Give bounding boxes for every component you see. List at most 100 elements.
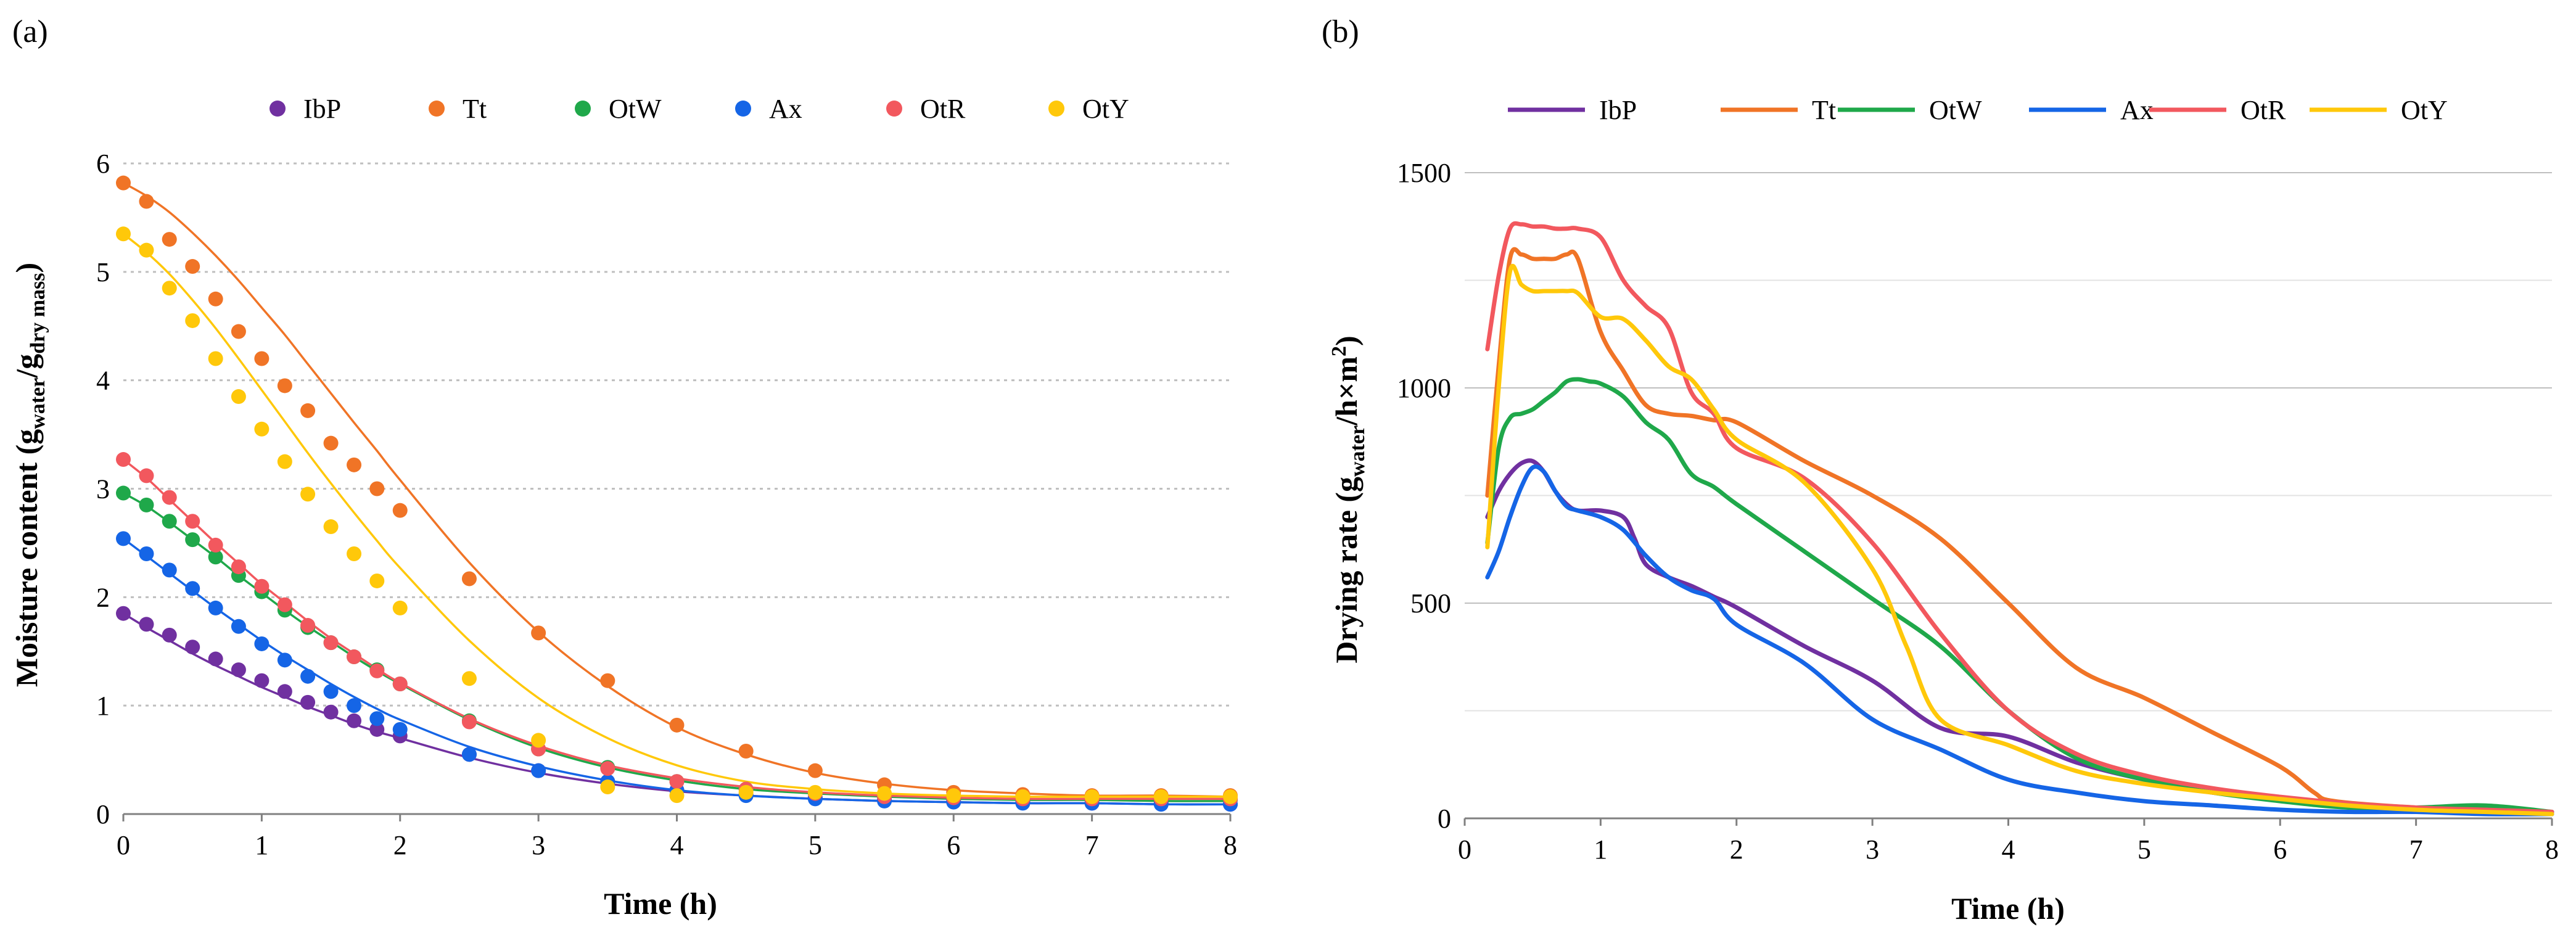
data-point-OtY bbox=[162, 281, 177, 296]
legend-marker-Tt bbox=[429, 101, 445, 117]
data-point-Tt bbox=[669, 717, 685, 733]
panel-b-y-tick-label: 500 bbox=[1410, 588, 1451, 619]
series-line-Tt bbox=[1485, 247, 2554, 814]
data-point-Tt bbox=[139, 194, 154, 209]
panel-b-x-tick-label: 7 bbox=[2409, 834, 2423, 865]
legend-label-OtR: OtR bbox=[2241, 95, 2286, 125]
series-line-IbP bbox=[1485, 458, 2554, 817]
panel-a-y-title-main: Moisture content (g bbox=[9, 429, 44, 687]
panel-a-y-tick-label: 4 bbox=[96, 366, 110, 396]
panel-b-axes bbox=[1463, 817, 2553, 826]
data-point-Ax bbox=[531, 763, 546, 778]
panel-b-label: (b) bbox=[1322, 14, 1359, 49]
legend-label-OtY: OtY bbox=[1082, 94, 1129, 124]
legend-marker-OtY bbox=[1048, 101, 1064, 117]
data-point-Tt bbox=[369, 481, 385, 496]
fit-curve-OtR bbox=[122, 458, 1230, 800]
data-point-OtR bbox=[347, 649, 362, 665]
data-point-Tt bbox=[347, 457, 362, 472]
panel-a-axes bbox=[122, 813, 1232, 821]
panel-b-x-tick-label: 5 bbox=[2138, 834, 2151, 865]
data-point-Ax bbox=[323, 684, 339, 699]
panel-a: (a) 0 1 2 3 4 5 6 0 1 2 3 4 5 6 7 8 IbP Tt OtW Ax OtR OtY Ti… bbox=[9, 14, 1238, 921]
data-point-OtY bbox=[392, 600, 408, 615]
panel-b-y-axis-title: Drying rate (gwater/h×m2) bbox=[1328, 335, 1369, 663]
legend-marker-OtR bbox=[886, 101, 902, 117]
data-point-OtY bbox=[277, 454, 292, 469]
series-line-Ax bbox=[1485, 464, 2554, 817]
panel-b-x-tick-label: 6 bbox=[2273, 834, 2287, 865]
data-point-OtR bbox=[669, 774, 685, 789]
legend-label-Tt: Tt bbox=[1812, 95, 1836, 125]
panel-b-y-tick-label: 1500 bbox=[1397, 158, 1451, 188]
panel-b-x-tick-label: 0 bbox=[1458, 834, 1471, 865]
data-point-Tt bbox=[185, 259, 200, 274]
data-point-IbP bbox=[162, 627, 177, 643]
panel-b-y-tick-label: 1000 bbox=[1397, 373, 1451, 403]
data-point-OtW bbox=[162, 514, 177, 529]
panel-a-tick-labels: 0 1 2 3 4 5 6 0 1 2 3 4 5 6 7 8 bbox=[96, 149, 1237, 860]
data-point-OtY bbox=[369, 573, 385, 588]
data-point-OtY bbox=[300, 487, 316, 502]
data-point-OtY bbox=[185, 313, 200, 328]
panel-b-gridlines bbox=[1465, 172, 2552, 712]
panel-a-y-tick-label: 2 bbox=[96, 582, 110, 612]
data-point-OtR bbox=[369, 663, 385, 678]
data-point-Ax bbox=[347, 698, 362, 714]
data-point-IbP bbox=[347, 713, 362, 728]
data-point-Ax bbox=[231, 619, 246, 634]
legend-marker-IbP bbox=[270, 101, 286, 117]
panel-a-x-tick-label: 0 bbox=[117, 830, 130, 860]
data-point-OtY bbox=[208, 351, 223, 366]
panel-a-y-tick-label: 1 bbox=[96, 691, 110, 721]
data-point-Tt bbox=[461, 571, 477, 586]
panel-b-x-tick-label: 2 bbox=[1730, 834, 1743, 865]
data-point-OtY bbox=[738, 784, 754, 800]
panel-a-data-points bbox=[116, 175, 1238, 812]
data-point-Ax bbox=[185, 581, 200, 596]
data-point-OtY bbox=[1084, 789, 1100, 804]
data-point-OtR bbox=[600, 761, 615, 776]
data-point-OtR bbox=[277, 597, 292, 612]
data-point-Tt bbox=[323, 435, 339, 451]
data-point-OtR bbox=[231, 559, 246, 575]
data-point-Ax bbox=[369, 711, 385, 726]
data-point-IbP bbox=[116, 606, 131, 621]
data-point-OtR bbox=[392, 677, 408, 691]
panel-a-y-title-close: ) bbox=[9, 263, 44, 273]
data-point-Tt bbox=[254, 351, 270, 366]
data-point-Tt bbox=[531, 625, 546, 641]
panel-b-y-title-main: Drying rate (g bbox=[1329, 477, 1364, 664]
panel-a-y-tick-label: 6 bbox=[96, 149, 110, 179]
data-point-OtY bbox=[669, 788, 685, 804]
panel-b-y-title-close: ) bbox=[1329, 335, 1364, 346]
legend-label-IbP: IbP bbox=[1599, 95, 1637, 125]
panel-a-y-title-sub2: dry mass bbox=[27, 273, 49, 353]
data-point-IbP bbox=[254, 673, 270, 688]
data-point-OtY bbox=[139, 242, 154, 258]
data-point-OtW bbox=[185, 532, 200, 548]
fit-curve-OtW bbox=[123, 492, 1231, 802]
data-point-OtY bbox=[347, 546, 362, 561]
data-point-OtY bbox=[1223, 789, 1238, 804]
panel-a-x-tick-label: 6 bbox=[947, 830, 960, 860]
legend-marker-Ax bbox=[735, 101, 751, 117]
series-line-OtY bbox=[1485, 263, 2554, 817]
panel-a-fit-curves bbox=[122, 182, 1231, 806]
data-point-OtY bbox=[116, 226, 131, 242]
data-point-Ax bbox=[461, 747, 477, 762]
data-point-OtW bbox=[139, 497, 154, 512]
panel-a-x-tick-label: 4 bbox=[670, 830, 684, 860]
data-point-OtY bbox=[807, 784, 823, 800]
data-point-Ax bbox=[139, 546, 154, 561]
data-point-IbP bbox=[208, 651, 223, 667]
panel-b-x-axis-title: Time (h) bbox=[1951, 891, 2065, 926]
data-point-Tt bbox=[600, 673, 615, 688]
data-point-IbP bbox=[139, 617, 154, 632]
data-point-OtR bbox=[185, 514, 200, 529]
data-point-Tt bbox=[231, 324, 246, 339]
data-point-IbP bbox=[369, 722, 385, 737]
panel-b-x-tick-label: 1 bbox=[1594, 834, 1607, 865]
data-point-Tt bbox=[162, 232, 177, 247]
